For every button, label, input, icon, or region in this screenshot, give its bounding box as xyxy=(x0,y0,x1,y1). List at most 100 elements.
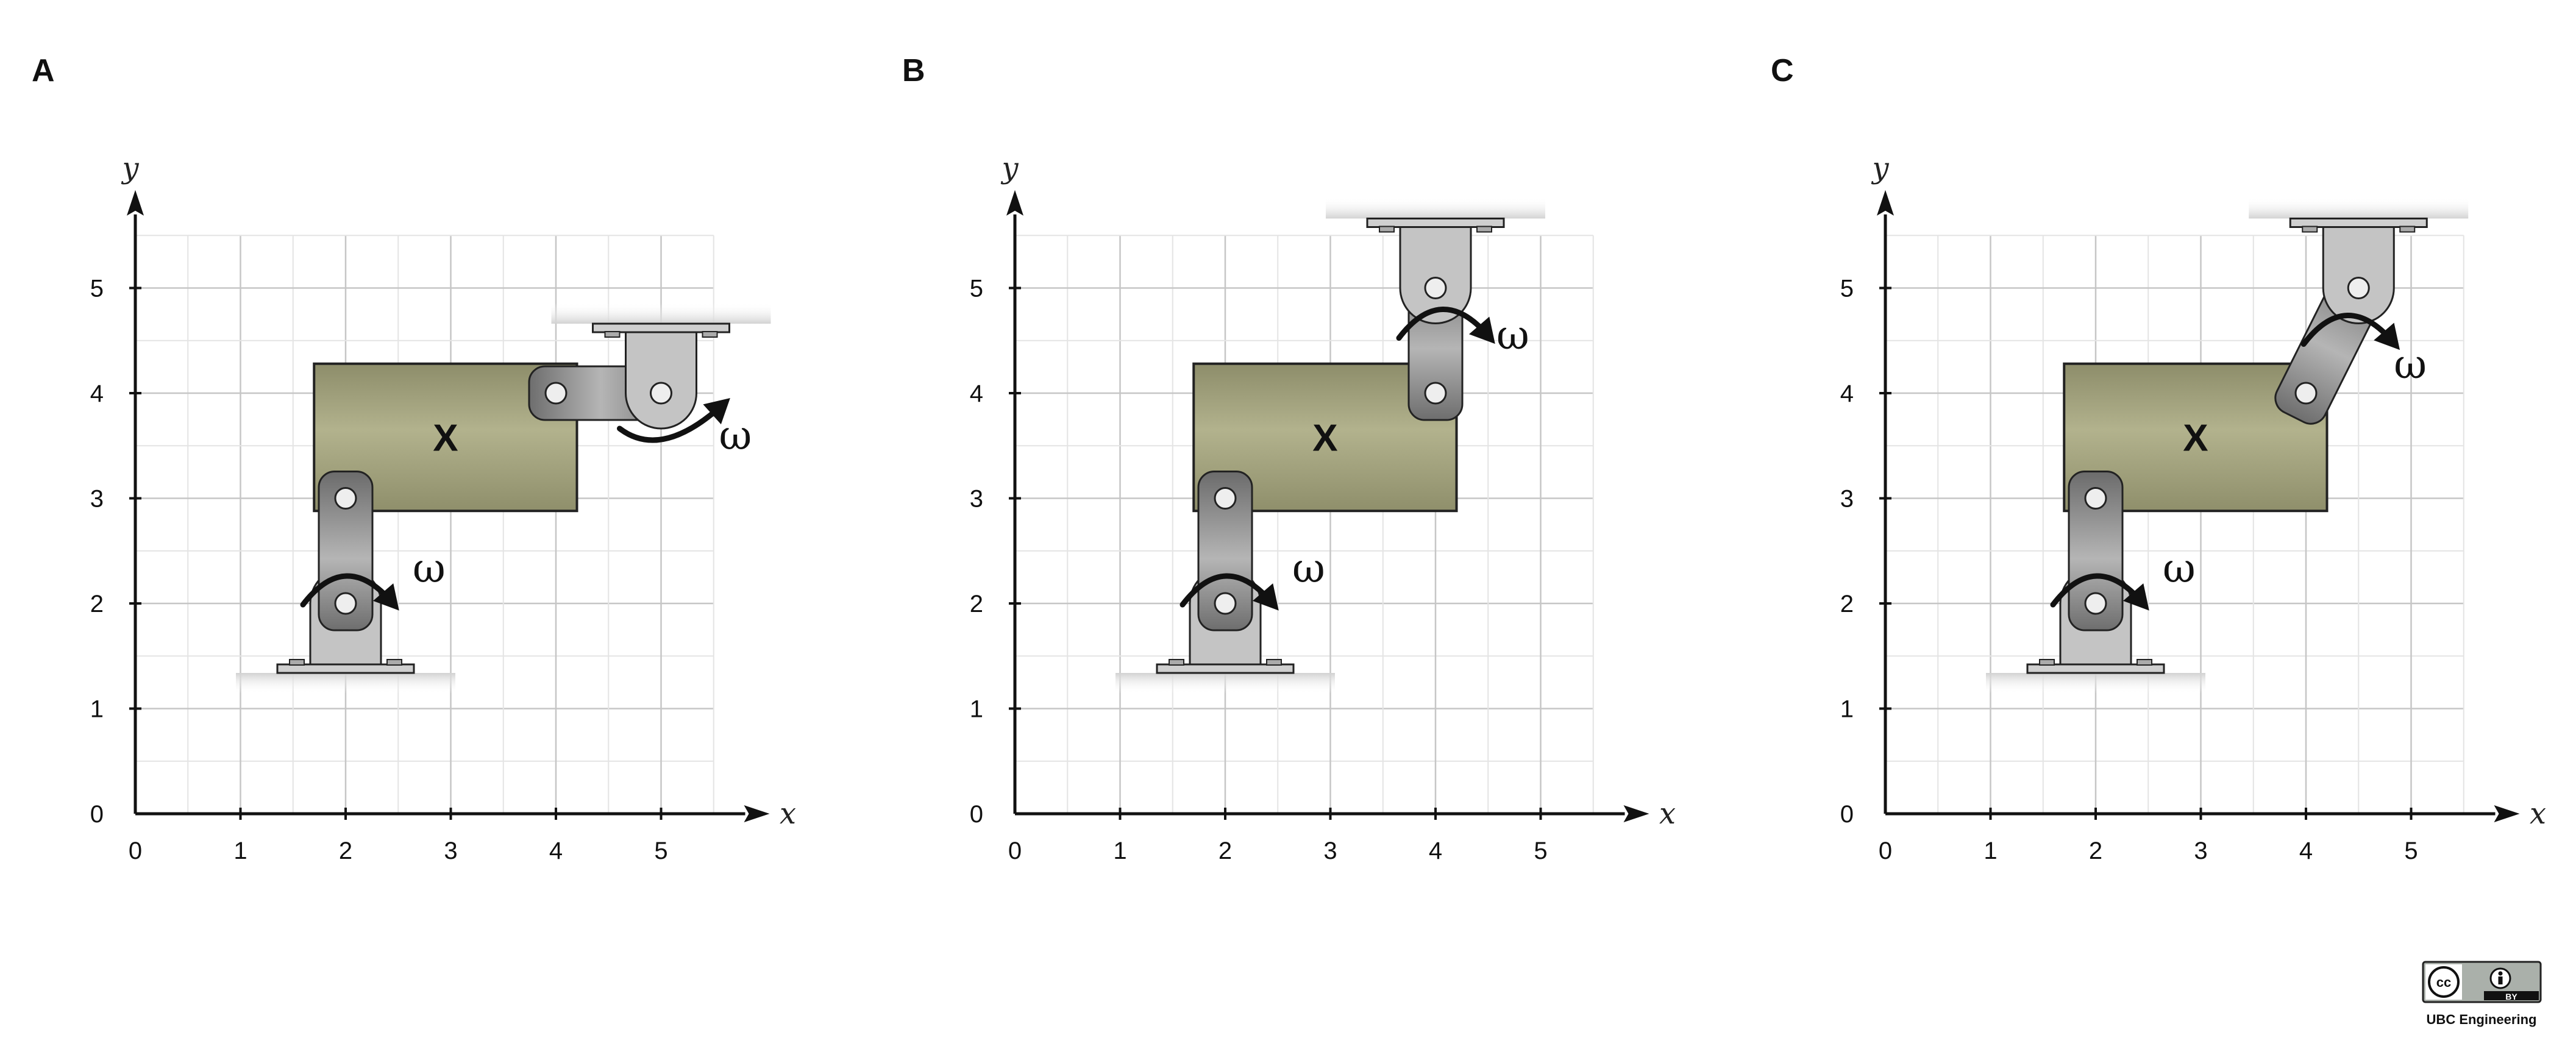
y-tick-label: 2 xyxy=(970,591,983,617)
base-plate xyxy=(2026,663,2165,674)
y-tick-label: 5 xyxy=(90,276,104,302)
y-tick-label: 3 xyxy=(970,486,983,513)
panel-c: x y 0 1 2 3 4 5 0 1 2 3 4 5 Xω ω xyxy=(1840,151,2546,864)
pin-ground-lower xyxy=(1214,592,1237,615)
x-tick-label: 1 xyxy=(1984,838,1997,864)
y-tick-label: 0 xyxy=(1840,801,1854,828)
pin-body-upper xyxy=(2294,382,2318,405)
bolt xyxy=(604,331,621,338)
x-tick-label: 4 xyxy=(549,838,563,864)
omega-lower-arc xyxy=(300,573,395,608)
y-tick-label: 5 xyxy=(1840,276,1854,302)
y-tick-label: 4 xyxy=(970,380,983,407)
x-tick-label: 4 xyxy=(2299,838,2313,864)
omega-lower-arc xyxy=(1179,573,1275,608)
upper-ground-mount xyxy=(551,303,771,430)
lower-link xyxy=(318,471,374,631)
y-tick-label: 1 xyxy=(970,696,983,723)
by-text: BY xyxy=(2505,992,2517,1001)
y-tick-label: 5 xyxy=(970,276,983,302)
omega-upper-arc xyxy=(2300,313,2396,347)
pin-body-lower xyxy=(334,487,357,510)
ground-shade xyxy=(1115,673,1335,694)
base-plate xyxy=(276,663,415,674)
omega-upper-label: ω xyxy=(2394,341,2427,388)
omega-upper-arc xyxy=(617,402,725,443)
lower-link xyxy=(1197,471,1253,631)
omega-upper-label: ω xyxy=(719,412,752,459)
x-tick-label: 0 xyxy=(1879,838,1892,864)
ground-shade xyxy=(2249,197,2469,219)
x-tick-label: 5 xyxy=(1534,838,1547,864)
pin-mount xyxy=(2322,226,2395,324)
pin-body-upper xyxy=(1424,382,1447,405)
omega-lower-label: ω xyxy=(1292,545,1325,592)
y-tick-label: 2 xyxy=(90,591,104,617)
grid xyxy=(1885,235,2464,814)
x-tick-label: 5 xyxy=(654,838,667,864)
lower-link xyxy=(2068,471,2124,631)
y-tick-label: 0 xyxy=(970,801,983,828)
ground-shade xyxy=(1326,197,1545,219)
bolt xyxy=(1169,659,1184,666)
y-tick-label: 3 xyxy=(1840,486,1854,513)
x-tick-label: 2 xyxy=(339,838,352,864)
x-axis-arrowhead xyxy=(1623,805,1649,822)
pin-ground-lower xyxy=(2084,592,2107,615)
panel-label-c: C xyxy=(1771,53,1794,88)
x-axis-arrowhead xyxy=(2494,805,2520,822)
link-bar xyxy=(1197,471,1253,631)
x-tick-label: 2 xyxy=(2089,838,2102,864)
omega-lower-label: ω xyxy=(413,545,446,592)
cc-icon xyxy=(2428,966,2460,998)
bolt xyxy=(2039,659,2055,666)
ground-shade xyxy=(1986,673,2205,694)
base-plate xyxy=(1366,218,1505,228)
panel-label-a: A xyxy=(32,53,55,88)
omega-upper-arrowhead xyxy=(2374,322,2400,350)
panel-a: x y 0 1 2 3 4 5 0 1 2 3 4 5 Xω ω xyxy=(90,151,796,864)
y-axis-label: y xyxy=(1000,151,1019,185)
x-tick-label: 2 xyxy=(1219,838,1232,864)
ground-shade xyxy=(236,673,455,694)
x-axis-label: x xyxy=(1659,797,1676,831)
x-axis-arrowhead xyxy=(744,805,770,822)
pin-mount xyxy=(1399,226,1472,324)
y-axis-arrowhead xyxy=(1877,190,1894,216)
omega-lower-arrowhead xyxy=(2122,583,2149,611)
pin-ground-lower xyxy=(334,592,357,615)
x-tick-label: 3 xyxy=(1323,838,1337,864)
base-plate xyxy=(1156,663,1295,674)
link-bar xyxy=(318,471,374,631)
x-tick-label: 3 xyxy=(2194,838,2207,864)
x-tick-label: 0 xyxy=(1008,838,1022,864)
link-bar xyxy=(2068,471,2124,631)
upper-ground-mount xyxy=(2249,197,2469,324)
y-axis-label: y xyxy=(121,151,139,185)
y-axis-arrowhead xyxy=(1006,190,1023,216)
y-tick-label: 0 xyxy=(90,801,104,828)
y-tick-label: 1 xyxy=(1840,696,1854,723)
y-tick-label: 1 xyxy=(90,696,104,723)
y-axis-arrowhead xyxy=(127,190,144,216)
bolt xyxy=(1266,659,1282,666)
license-credit: UBC Engineering xyxy=(2427,1012,2537,1027)
x-tick-label: 4 xyxy=(1429,838,1442,864)
bolt xyxy=(2399,226,2416,233)
upper-ground-mount xyxy=(1326,197,1545,324)
omega-upper-label: ω xyxy=(1496,312,1529,359)
x-tick-label: 5 xyxy=(2404,838,2418,864)
grid xyxy=(1015,235,1594,814)
omega-upper-arrowhead xyxy=(703,397,730,425)
y-tick-label: 4 xyxy=(1840,380,1854,407)
bolt xyxy=(1476,226,1492,233)
base-plate xyxy=(592,322,730,333)
y-axis-label: y xyxy=(1871,151,1889,185)
bolt xyxy=(2302,226,2318,233)
bolt xyxy=(386,659,402,666)
x-tick-label: 0 xyxy=(129,838,142,864)
pin-body-lower xyxy=(2084,487,2107,510)
base-plate xyxy=(2289,218,2428,228)
bolt xyxy=(1379,226,1395,233)
